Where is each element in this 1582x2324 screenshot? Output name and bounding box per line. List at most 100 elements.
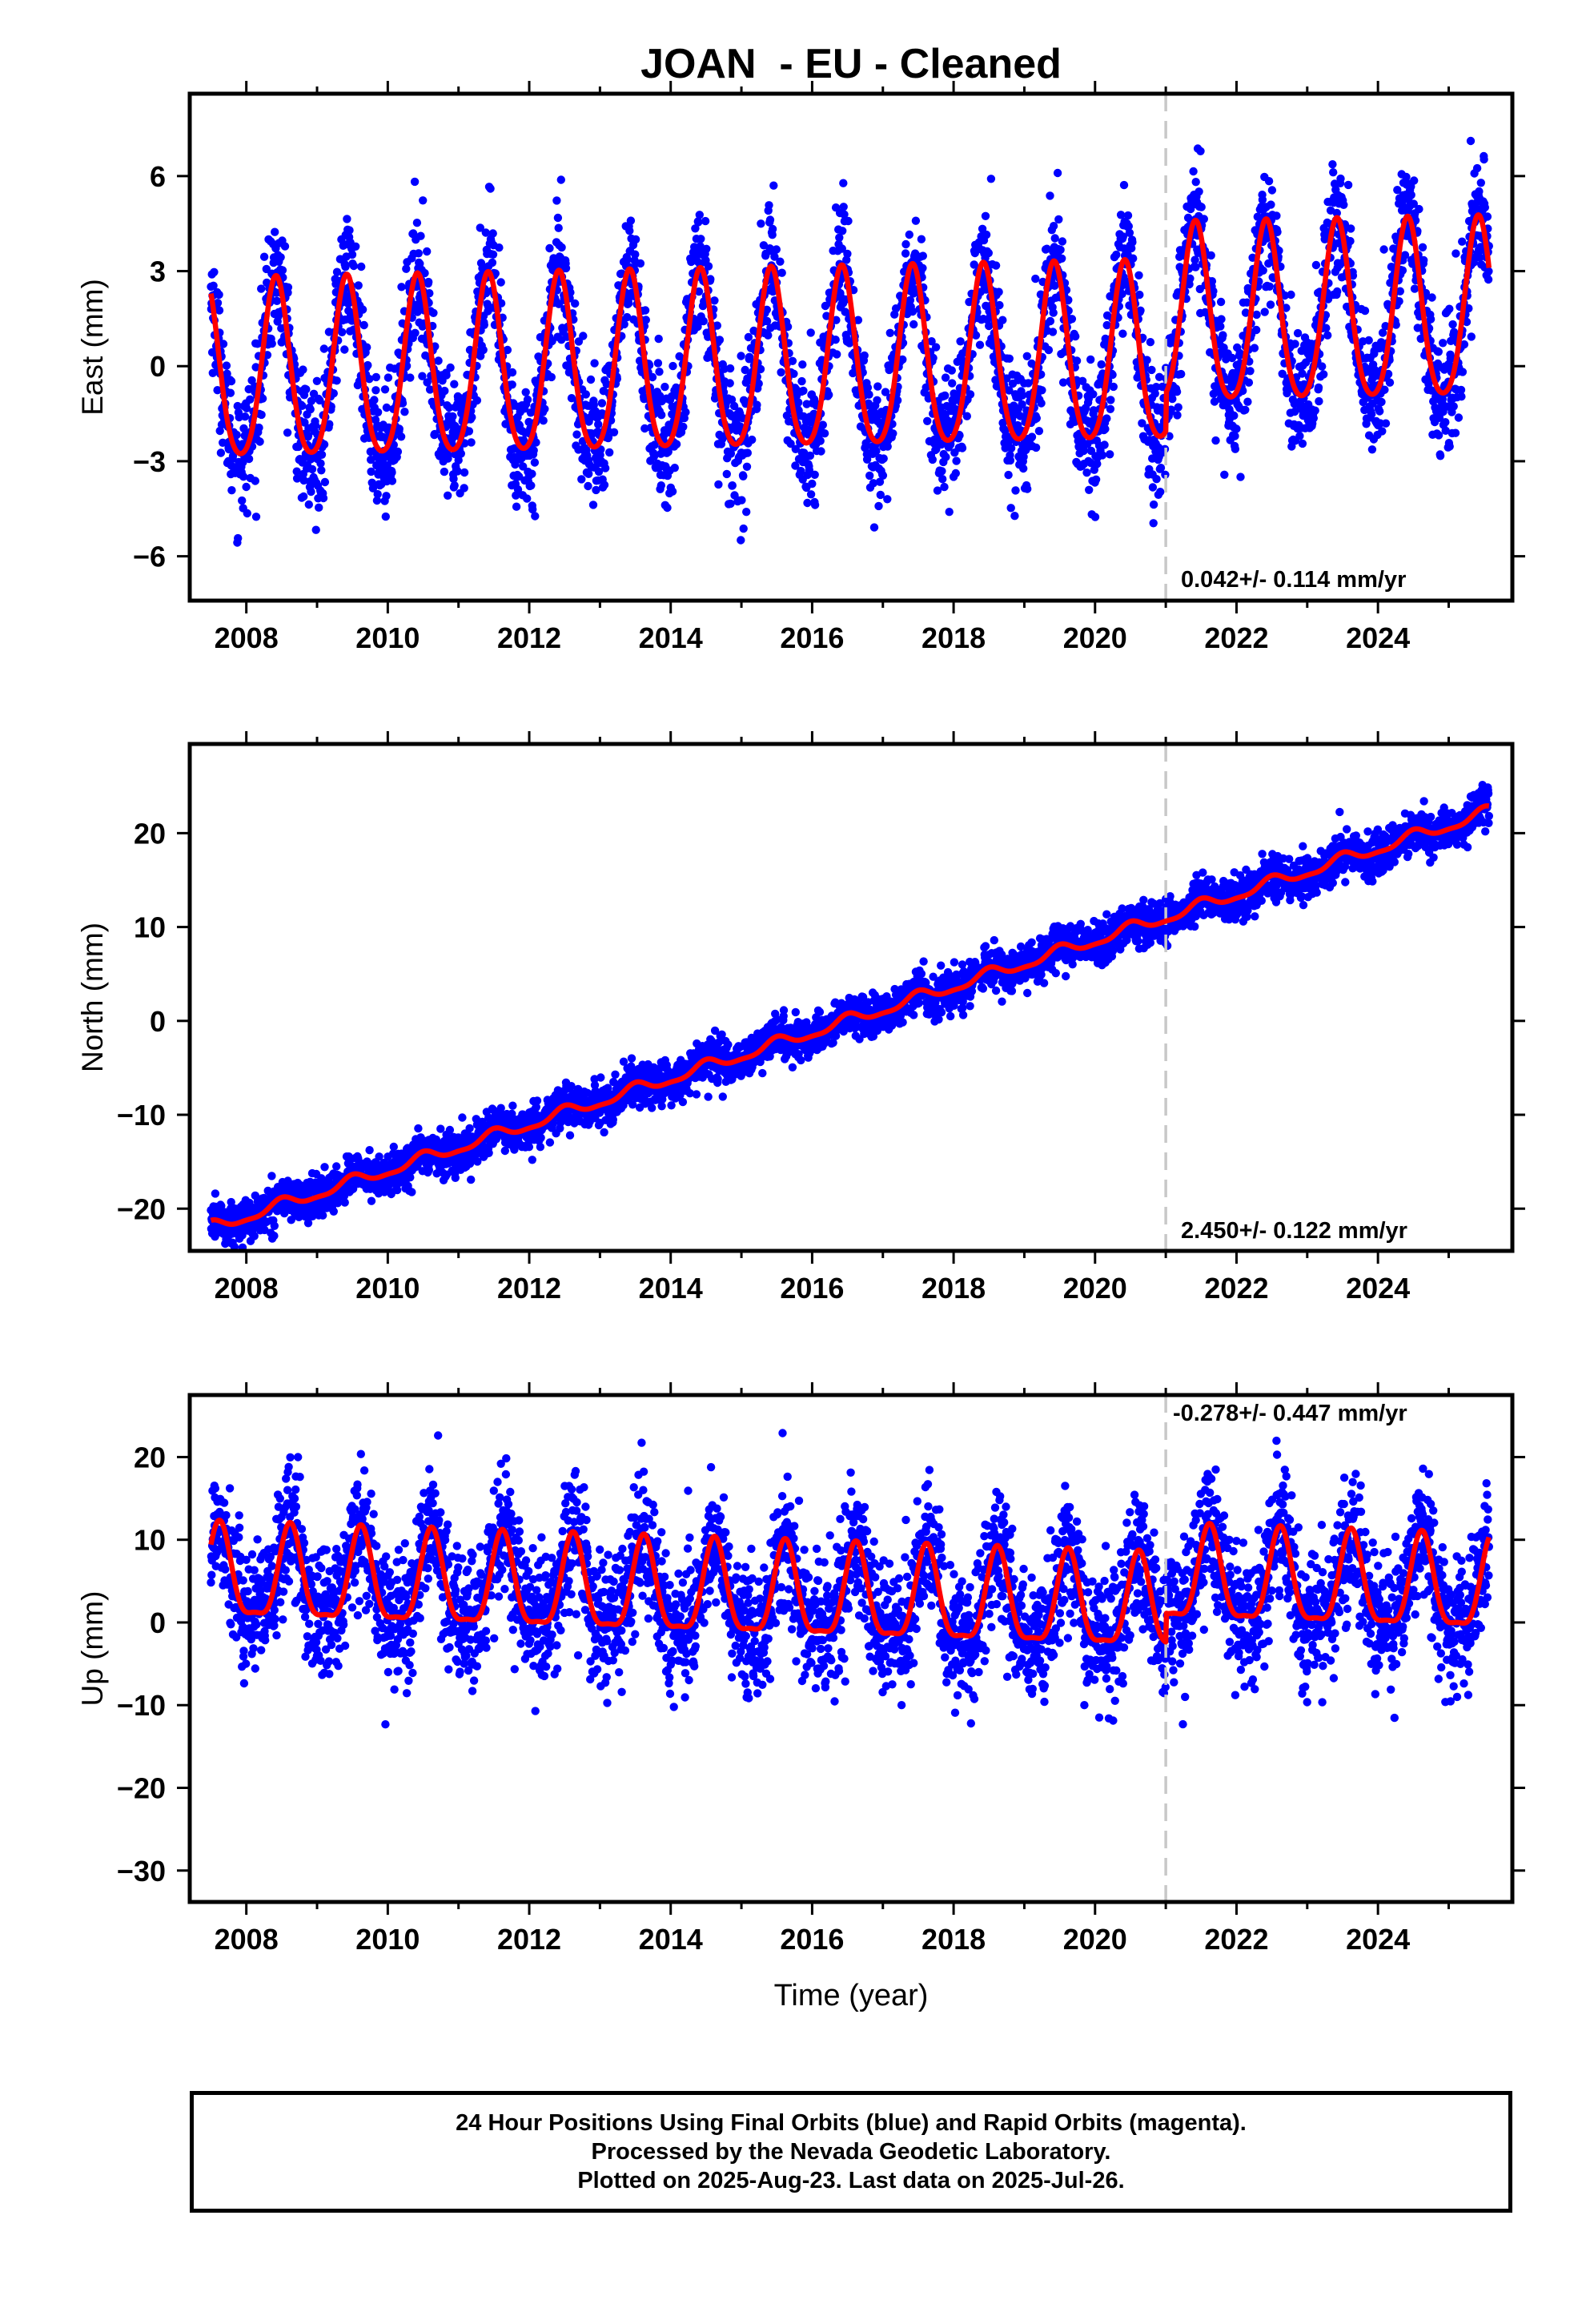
data-point	[941, 373, 950, 382]
data-point	[843, 249, 852, 259]
data-point	[1295, 432, 1304, 440]
data-point	[226, 388, 235, 397]
data-point	[1054, 215, 1063, 224]
data-point	[1174, 403, 1182, 412]
data-point	[955, 431, 964, 440]
data-point	[584, 469, 593, 478]
data-point	[454, 456, 463, 464]
data-point	[215, 306, 224, 315]
data-point	[1287, 290, 1295, 300]
data-points	[207, 136, 1494, 547]
data-point	[885, 328, 895, 337]
data-point	[722, 469, 731, 479]
data-point	[881, 388, 890, 396]
data-point	[584, 481, 592, 491]
y-tick-label: 6	[150, 160, 166, 193]
data-point	[839, 179, 848, 187]
data-point	[739, 472, 748, 480]
y-tick-label: −6	[133, 541, 166, 573]
data-point	[695, 211, 704, 219]
north-panel: 2008 2010 2012 2014 2016 2018 2020 2022 2024−20−…	[76, 731, 1525, 1305]
data-point	[278, 266, 287, 275]
data-point	[1347, 224, 1355, 233]
data-point	[694, 287, 704, 296]
data-point	[1050, 234, 1059, 243]
data-point	[1100, 440, 1109, 449]
data-point	[661, 382, 669, 392]
data-point	[251, 363, 260, 372]
data-point	[312, 376, 322, 385]
data-point	[1407, 191, 1415, 199]
x-tick-label: 2012	[497, 621, 561, 654]
data-point	[1415, 204, 1423, 214]
data-point	[219, 340, 228, 348]
data-point	[319, 344, 328, 353]
data-point	[1480, 203, 1490, 212]
data-point	[1004, 470, 1013, 480]
data-point	[488, 258, 497, 267]
data-point	[338, 328, 347, 336]
data-point	[883, 442, 892, 451]
rate-annotation: 0.042+/- 0.114 mm/yr	[1181, 567, 1406, 593]
data-point	[770, 252, 779, 261]
data-point	[862, 455, 872, 464]
data-point	[228, 452, 238, 460]
data-point	[933, 486, 942, 495]
data-point	[1142, 356, 1151, 364]
data-point	[657, 411, 666, 420]
data-point	[1364, 336, 1373, 345]
data-point	[1243, 397, 1252, 406]
data-point	[1189, 167, 1198, 176]
data-point	[1322, 324, 1331, 332]
data-point	[1265, 282, 1275, 291]
x-tick-label: 2024	[1346, 621, 1410, 654]
data-point	[777, 368, 785, 377]
data-point	[1452, 249, 1460, 258]
data-point	[1333, 287, 1342, 296]
data-point	[588, 501, 598, 509]
data-point	[1230, 411, 1239, 420]
data-point	[367, 467, 375, 476]
data-point	[554, 300, 564, 308]
data-point	[620, 320, 628, 329]
data-point	[556, 175, 565, 184]
data-point	[589, 400, 598, 409]
data-point	[1217, 315, 1226, 324]
data-point	[831, 336, 840, 344]
data-point	[1323, 331, 1332, 340]
data-point	[810, 470, 819, 479]
data-point	[768, 224, 777, 234]
data-point	[715, 336, 725, 344]
data-point	[213, 299, 223, 308]
data-point	[503, 345, 512, 355]
data-point	[395, 424, 404, 433]
data-point	[340, 1198, 349, 1207]
data-point	[786, 439, 795, 448]
data-point	[1091, 475, 1101, 484]
data-point	[995, 300, 1004, 310]
data-point	[280, 242, 290, 251]
data-point	[754, 379, 763, 388]
data-point	[464, 427, 474, 436]
data-point	[860, 351, 869, 360]
data-point	[636, 259, 645, 268]
data-point	[1484, 267, 1493, 275]
data-point	[209, 281, 218, 290]
data-point	[901, 249, 910, 258]
data-point	[1216, 322, 1225, 331]
data-point	[1231, 432, 1239, 440]
data-point	[354, 281, 363, 290]
data-point	[371, 386, 380, 395]
data-point	[257, 284, 266, 293]
data-point	[523, 395, 532, 404]
data-point	[1085, 485, 1094, 494]
data-point	[307, 487, 315, 497]
data-point	[649, 452, 659, 461]
data-point	[1046, 316, 1055, 326]
data-point	[727, 395, 737, 404]
data-point	[947, 366, 957, 375]
data-point	[940, 482, 949, 492]
data-point	[745, 352, 754, 361]
data-point	[978, 224, 987, 233]
data-point	[292, 467, 301, 476]
